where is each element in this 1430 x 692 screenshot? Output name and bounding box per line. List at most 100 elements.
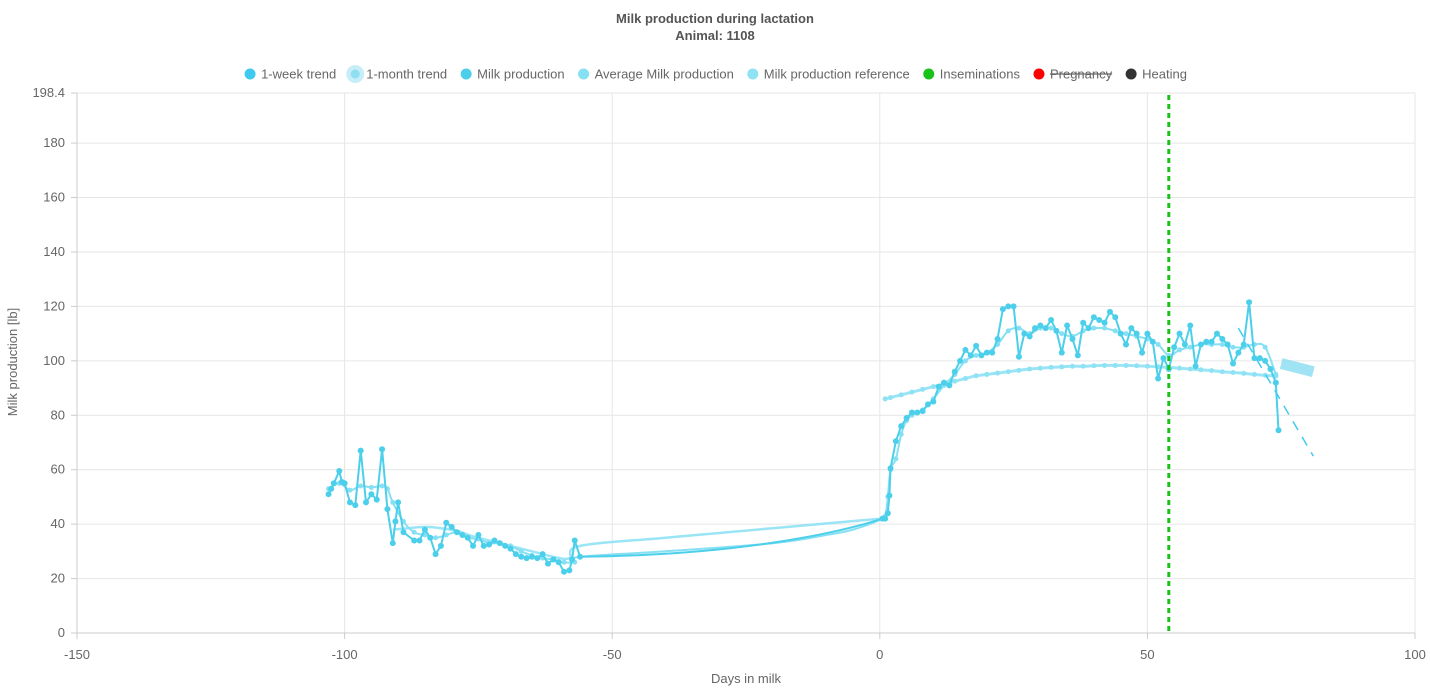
production-point[interactable] — [1112, 314, 1119, 321]
production-point[interactable] — [480, 542, 487, 549]
production-point[interactable] — [967, 352, 974, 359]
average-point[interactable] — [962, 358, 968, 364]
production-point[interactable] — [999, 306, 1006, 313]
legend-item-avg[interactable]: Average Milk production — [578, 67, 734, 82]
reference-point[interactable] — [1080, 363, 1086, 369]
production-point[interactable] — [1224, 341, 1231, 348]
production-point[interactable] — [357, 447, 364, 454]
production-point[interactable] — [1096, 316, 1103, 323]
reference-point[interactable] — [1251, 371, 1257, 377]
reference-point[interactable] — [882, 396, 888, 402]
production-point[interactable] — [566, 567, 573, 574]
production-point[interactable] — [561, 568, 568, 575]
production-point[interactable] — [352, 502, 359, 509]
production-point[interactable] — [1262, 357, 1269, 364]
average-point[interactable] — [368, 484, 374, 490]
production-point[interactable] — [1197, 341, 1204, 348]
average-point[interactable] — [898, 431, 904, 437]
production-point[interactable] — [884, 510, 891, 517]
production-point[interactable] — [459, 532, 466, 539]
average-point[interactable] — [1016, 325, 1022, 331]
production-point[interactable] — [1032, 325, 1039, 332]
legend-item-preg[interactable]: Pregnancy — [1033, 67, 1113, 82]
production-point[interactable] — [464, 534, 471, 541]
production-point[interactable] — [962, 346, 969, 353]
production-point[interactable] — [941, 379, 948, 386]
production-point[interactable] — [887, 465, 894, 472]
production-point[interactable] — [914, 409, 921, 416]
production-point[interactable] — [569, 556, 576, 563]
production-point[interactable] — [437, 542, 444, 549]
production-point[interactable] — [411, 537, 418, 544]
average-point[interactable] — [379, 483, 385, 489]
production-point[interactable] — [1267, 365, 1274, 372]
production-point[interactable] — [507, 545, 514, 552]
production-point[interactable] — [1010, 303, 1017, 310]
production-point[interactable] — [512, 551, 519, 558]
production-point[interactable] — [336, 468, 343, 475]
average-point[interactable] — [1005, 328, 1011, 334]
production-point[interactable] — [577, 553, 584, 560]
production-point[interactable] — [882, 515, 889, 522]
production-point[interactable] — [903, 414, 910, 421]
average-point[interactable] — [1123, 331, 1129, 337]
legend-item-heat[interactable]: Heating — [1125, 67, 1187, 82]
production-point[interactable] — [1005, 303, 1012, 310]
production-point[interactable] — [395, 499, 402, 506]
production-point[interactable] — [502, 542, 509, 549]
production-point[interactable] — [496, 540, 503, 547]
reference-point[interactable] — [1059, 364, 1065, 370]
production-point[interactable] — [486, 541, 493, 548]
production-point[interactable] — [1064, 322, 1071, 329]
production-point[interactable] — [989, 349, 996, 356]
production-point[interactable] — [994, 336, 1001, 343]
reference-point[interactable] — [1241, 370, 1247, 376]
reference-point[interactable] — [930, 384, 936, 390]
reference-point[interactable] — [962, 376, 968, 382]
production-point[interactable] — [432, 551, 439, 558]
production-point[interactable] — [416, 537, 423, 544]
reference-point[interactable] — [898, 392, 904, 398]
average-point[interactable] — [358, 483, 364, 489]
production-point[interactable] — [1235, 349, 1242, 356]
production-point[interactable] — [1219, 336, 1226, 343]
production-point[interactable] — [1058, 349, 1065, 356]
average-point[interactable] — [1230, 344, 1236, 350]
reference-point[interactable] — [1016, 367, 1022, 373]
average-point[interactable] — [973, 352, 979, 358]
reference-point[interactable] — [1187, 366, 1193, 372]
production-point[interactable] — [1106, 308, 1113, 315]
production-point[interactable] — [1187, 322, 1194, 329]
average-point[interactable] — [443, 532, 449, 538]
production-point[interactable] — [1042, 325, 1049, 332]
production-point[interactable] — [1069, 336, 1076, 343]
production-point[interactable] — [1048, 316, 1055, 323]
production-point[interactable] — [1171, 344, 1178, 351]
production-point[interactable] — [550, 556, 557, 563]
reference-point[interactable] — [1134, 363, 1140, 369]
production-point[interactable] — [1085, 325, 1092, 332]
reference-point[interactable] — [1230, 370, 1236, 376]
average-point[interactable] — [1059, 331, 1065, 337]
production-point[interactable] — [898, 423, 905, 430]
production-point[interactable] — [946, 382, 953, 389]
reference-point[interactable] — [1123, 362, 1129, 368]
production-point[interactable] — [427, 534, 434, 541]
production-point[interactable] — [330, 480, 337, 487]
legend-item-insem[interactable]: Inseminations — [923, 67, 1020, 82]
production-point[interactable] — [491, 537, 498, 544]
average-point[interactable] — [1155, 341, 1161, 347]
legend-item-month[interactable]: 1-month trend — [346, 65, 447, 83]
production-point[interactable] — [1101, 319, 1108, 326]
production-point[interactable] — [1208, 338, 1215, 345]
production-point[interactable] — [1272, 379, 1279, 386]
average-point[interactable] — [1102, 325, 1108, 331]
production-point[interactable] — [1256, 355, 1263, 362]
production-point[interactable] — [1230, 360, 1237, 367]
production-point[interactable] — [1176, 330, 1183, 337]
production-point[interactable] — [341, 480, 348, 487]
reference-point[interactable] — [1048, 364, 1054, 370]
production-point[interactable] — [328, 485, 335, 492]
production-point[interactable] — [373, 496, 380, 503]
average-point[interactable] — [1112, 328, 1118, 334]
